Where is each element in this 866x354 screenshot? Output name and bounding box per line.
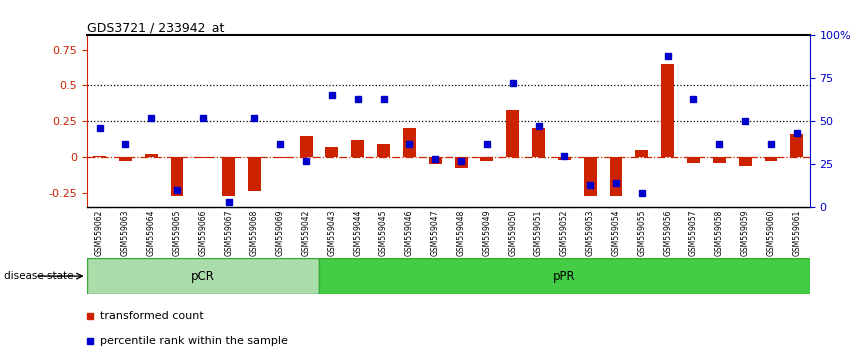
Text: GSM559067: GSM559067: [224, 210, 233, 256]
Text: GSM559047: GSM559047: [430, 210, 440, 256]
Text: GSM559050: GSM559050: [508, 210, 517, 256]
Bar: [687, 157, 700, 163]
Text: GSM559049: GSM559049: [482, 210, 491, 256]
Text: GSM559042: GSM559042: [301, 210, 311, 256]
Text: GSM559053: GSM559053: [585, 210, 595, 256]
Text: GSM559048: GSM559048: [456, 210, 466, 256]
Text: pCR: pCR: [191, 270, 215, 282]
Text: GSM559055: GSM559055: [637, 210, 646, 256]
Bar: [119, 157, 132, 161]
Text: GSM559069: GSM559069: [275, 210, 285, 256]
Bar: [507, 110, 520, 157]
Text: GSM559046: GSM559046: [405, 210, 414, 256]
Text: GSM559057: GSM559057: [689, 210, 698, 256]
Bar: [319, 258, 810, 294]
Bar: [791, 134, 804, 157]
Text: percentile rank within the sample: percentile rank within the sample: [100, 336, 288, 346]
Text: GSM559066: GSM559066: [198, 210, 207, 256]
Bar: [171, 157, 184, 196]
Bar: [93, 156, 106, 157]
Text: GSM559059: GSM559059: [740, 210, 750, 256]
Bar: [87, 258, 319, 294]
Text: GSM559058: GSM559058: [714, 210, 724, 256]
Bar: [532, 129, 545, 157]
Bar: [197, 157, 210, 158]
Text: GSM559061: GSM559061: [792, 210, 801, 256]
Bar: [558, 157, 571, 160]
Text: GSM559063: GSM559063: [121, 210, 130, 256]
Bar: [145, 154, 158, 157]
Bar: [300, 136, 313, 157]
Text: GSM559044: GSM559044: [353, 210, 362, 256]
Bar: [636, 150, 649, 157]
Text: GSM559062: GSM559062: [95, 210, 104, 256]
Bar: [326, 147, 339, 157]
Bar: [662, 64, 674, 157]
Bar: [610, 157, 623, 196]
Bar: [248, 157, 261, 192]
Text: GSM559064: GSM559064: [146, 210, 156, 256]
Bar: [584, 157, 597, 196]
Bar: [223, 157, 235, 196]
Bar: [274, 157, 287, 159]
Bar: [455, 157, 468, 169]
Bar: [429, 157, 442, 164]
Bar: [765, 157, 778, 161]
Bar: [352, 140, 365, 157]
Text: GSM559045: GSM559045: [379, 210, 388, 256]
Text: GSM559065: GSM559065: [172, 210, 182, 256]
Text: GSM559068: GSM559068: [250, 210, 259, 256]
Text: GSM559051: GSM559051: [534, 210, 543, 256]
Bar: [403, 129, 416, 157]
Text: transformed count: transformed count: [100, 311, 204, 321]
Bar: [481, 157, 494, 161]
Text: GSM559054: GSM559054: [611, 210, 621, 256]
Bar: [739, 157, 752, 166]
Text: pPR: pPR: [553, 270, 576, 282]
Bar: [377, 144, 390, 157]
Text: GSM559052: GSM559052: [560, 210, 569, 256]
Text: GSM559060: GSM559060: [766, 210, 775, 256]
Text: GSM559043: GSM559043: [327, 210, 336, 256]
Text: GSM559056: GSM559056: [663, 210, 672, 256]
Text: disease state: disease state: [4, 271, 74, 281]
Bar: [713, 157, 726, 163]
Text: GDS3721 / 233942_at: GDS3721 / 233942_at: [87, 21, 224, 34]
